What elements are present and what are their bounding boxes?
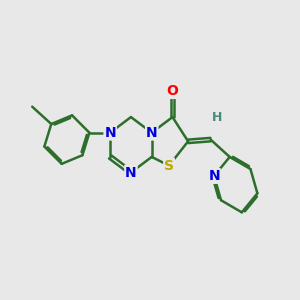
Text: H: H bbox=[212, 111, 223, 124]
Text: O: O bbox=[167, 84, 178, 98]
Text: N: N bbox=[208, 169, 220, 183]
Text: S: S bbox=[164, 159, 174, 172]
Text: N: N bbox=[146, 126, 158, 140]
Text: N: N bbox=[104, 126, 116, 140]
Text: N: N bbox=[125, 166, 137, 179]
